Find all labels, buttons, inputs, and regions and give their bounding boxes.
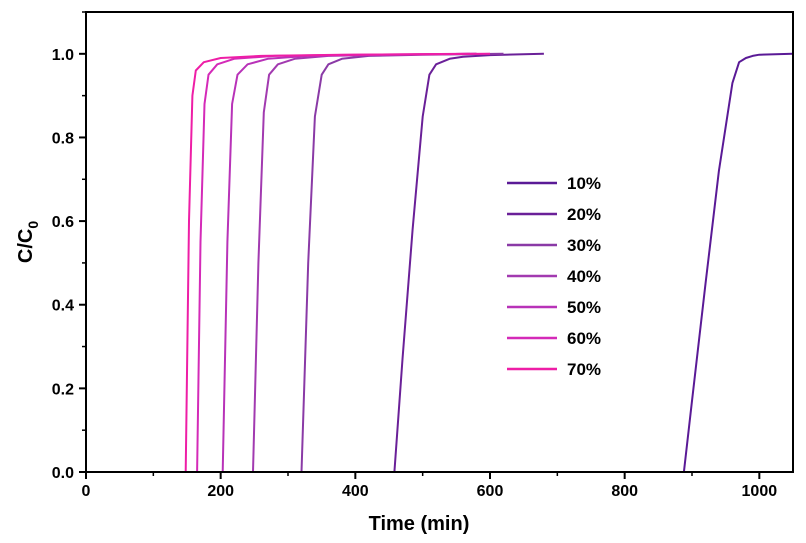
series-line-6 bbox=[86, 52, 470, 473]
legend-label-7: 70% bbox=[567, 360, 601, 379]
legend-label-2: 20% bbox=[567, 205, 601, 224]
y-tick-label: 0.8 bbox=[52, 130, 74, 147]
x-tick-label: 800 bbox=[611, 483, 638, 500]
legend-label-6: 60% bbox=[567, 329, 601, 348]
series-line-3 bbox=[86, 52, 504, 473]
y-axis-title-sub: 0 bbox=[25, 221, 41, 229]
legend-label-4: 40% bbox=[567, 267, 601, 286]
y-tick-label: 0.0 bbox=[52, 465, 74, 482]
y-axis-title: C/C0 bbox=[15, 221, 41, 263]
x-tick-label: 200 bbox=[207, 483, 234, 500]
series-layer bbox=[86, 52, 794, 473]
x-tick-label: 0 bbox=[82, 483, 91, 500]
y-axis-title-main: C/C bbox=[15, 229, 37, 263]
ticks-layer: 0 200 400 600 800 1000 0.0 0.2 0.4 0.6 0.8 1.0 bbox=[52, 11, 778, 500]
legend-label-1: 10% bbox=[567, 174, 601, 193]
x-axis-title: Time (min) bbox=[369, 513, 470, 535]
y-tick-label: 0.6 bbox=[52, 214, 74, 231]
series-line-4 bbox=[86, 52, 477, 473]
x-tick-label: 400 bbox=[342, 483, 369, 500]
y-tick-label: 0.2 bbox=[52, 381, 74, 398]
legend: 10% 20% 30% 40% 50% 60% 70% bbox=[507, 174, 601, 379]
x-tick-label: 1000 bbox=[742, 483, 778, 500]
series-line-5 bbox=[86, 52, 477, 473]
plot-frame bbox=[85, 11, 794, 473]
legend-label-5: 50% bbox=[567, 298, 601, 317]
series-line-7 bbox=[86, 52, 491, 473]
legend-label-3: 30% bbox=[567, 236, 601, 255]
series-line-1 bbox=[86, 52, 794, 473]
y-tick-label: 1.0 bbox=[52, 47, 74, 64]
x-tick-label: 600 bbox=[477, 483, 504, 500]
series-line-2 bbox=[86, 52, 544, 473]
y-tick-label: 0.4 bbox=[52, 298, 74, 315]
